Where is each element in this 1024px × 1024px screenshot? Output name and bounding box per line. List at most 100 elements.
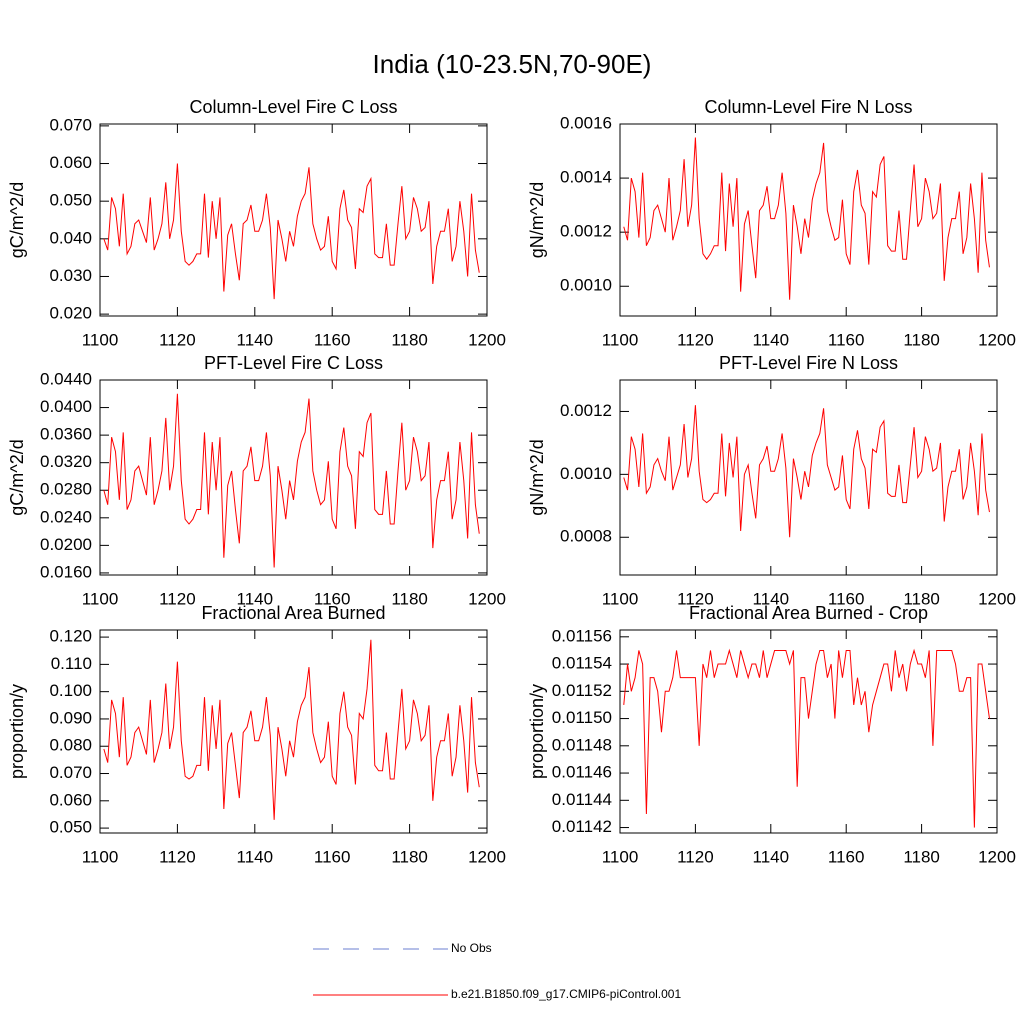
y-tick-label: 0.0012 xyxy=(560,401,612,420)
x-tick-label: 1200 xyxy=(468,330,506,349)
panel-title: Fractional Area Burned xyxy=(201,603,385,623)
x-tick-label: 1180 xyxy=(903,330,940,349)
x-tick-label: 1120 xyxy=(159,589,196,608)
x-tick-label: 1200 xyxy=(978,330,1016,349)
plot-frame xyxy=(619,379,998,576)
y-tick-label: 0.01152 xyxy=(552,681,612,700)
x-tick-label: 1160 xyxy=(828,330,865,349)
y-tick-label: 0.050 xyxy=(49,818,92,837)
y-tick-label: 0.030 xyxy=(49,266,92,285)
x-tick-label: 1100 xyxy=(602,847,639,866)
y-tick-label: 0.0440 xyxy=(40,369,92,388)
x-tick-label: 1180 xyxy=(391,330,428,349)
x-tick-label: 1120 xyxy=(677,847,714,866)
y-tick-label: 0.020 xyxy=(49,304,92,323)
x-tick-label: 1180 xyxy=(903,589,940,608)
y-tick-label: 0.090 xyxy=(49,708,92,727)
y-tick-label: 0.01150 xyxy=(552,708,612,727)
y-tick-label: 0.0010 xyxy=(560,464,612,483)
data-line xyxy=(623,405,990,538)
y-tick-label: 0.060 xyxy=(49,153,92,172)
plot-frame xyxy=(99,123,488,317)
x-tick-label: 1120 xyxy=(159,847,196,866)
legend-label: No Obs xyxy=(451,941,492,955)
y-tick-label: 0.0012 xyxy=(560,222,612,241)
y-tick-label: 0.060 xyxy=(49,790,92,809)
panel-title: Column-Level Fire N Loss xyxy=(704,97,912,117)
data-line xyxy=(623,648,990,828)
x-tick-label: 1160 xyxy=(314,847,351,866)
x-tick-label: 1100 xyxy=(82,589,119,608)
panel-title: PFT-Level Fire C Loss xyxy=(204,353,383,373)
x-tick-label: 1160 xyxy=(314,330,351,349)
x-tick-label: 1160 xyxy=(828,847,865,866)
y-tick-label: 0.0240 xyxy=(40,507,92,526)
x-tick-label: 1200 xyxy=(978,847,1016,866)
x-tick-label: 1200 xyxy=(468,589,506,608)
y-axis-label: gN/m^2/d xyxy=(527,182,547,258)
data-line xyxy=(103,393,480,568)
x-tick-label: 1100 xyxy=(82,330,119,349)
y-tick-label: 0.070 xyxy=(49,763,92,782)
x-tick-label: 1140 xyxy=(753,330,790,349)
panel-title: PFT-Level Fire N Loss xyxy=(719,353,898,373)
x-tick-label: 1120 xyxy=(677,589,714,608)
x-tick-label: 1140 xyxy=(237,589,274,608)
y-tick-label: 0.100 xyxy=(49,681,92,700)
x-tick-label: 1120 xyxy=(677,330,714,349)
plot-frame xyxy=(99,629,488,834)
y-axis-label: gC/m^2/d xyxy=(7,182,27,258)
data-line xyxy=(103,639,480,820)
x-tick-label: 1100 xyxy=(82,847,119,866)
y-tick-label: 0.110 xyxy=(51,654,92,673)
x-tick-label: 1200 xyxy=(468,847,506,866)
x-tick-label: 1180 xyxy=(391,847,428,866)
panel-title: Fractional Area Burned - Crop xyxy=(689,603,928,623)
figure-title: India (10-23.5N,70-90E) xyxy=(373,49,652,79)
y-tick-label: 0.120 xyxy=(49,627,92,646)
x-tick-label: 1100 xyxy=(602,330,639,349)
data-line xyxy=(623,137,990,300)
y-tick-label: 0.0400 xyxy=(40,397,92,416)
y-axis-label: gC/m^2/d xyxy=(7,439,27,515)
x-tick-label: 1160 xyxy=(828,589,865,608)
y-tick-label: 0.01154 xyxy=(552,654,612,673)
x-tick-label: 1160 xyxy=(314,589,351,608)
y-tick-label: 0.080 xyxy=(49,736,92,755)
x-tick-label: 1120 xyxy=(159,330,196,349)
plot-frame xyxy=(99,379,488,576)
x-tick-label: 1140 xyxy=(753,847,790,866)
y-axis-label: gN/m^2/d xyxy=(527,439,547,515)
x-tick-label: 1200 xyxy=(978,589,1016,608)
panel-title: Column-Level Fire C Loss xyxy=(189,97,397,117)
x-tick-label: 1140 xyxy=(237,847,274,866)
y-tick-label: 0.0200 xyxy=(40,535,92,554)
y-tick-label: 0.01148 xyxy=(552,735,612,754)
y-tick-label: 0.050 xyxy=(49,191,92,210)
x-tick-label: 1100 xyxy=(602,589,639,608)
y-tick-label: 0.0320 xyxy=(40,452,92,471)
y-axis-label: proportion/y xyxy=(7,684,27,779)
y-tick-label: 0.01146 xyxy=(552,763,612,782)
y-tick-label: 0.01142 xyxy=(552,817,612,836)
y-tick-label: 0.0160 xyxy=(40,562,92,581)
y-tick-label: 0.01156 xyxy=(552,626,612,645)
y-tick-label: 0.01144 xyxy=(552,790,612,809)
x-tick-label: 1180 xyxy=(903,847,940,866)
legend-label: b.e21.B1850.f09_g17.CMIP6-piControl.001 xyxy=(451,987,681,1001)
plot-frame xyxy=(619,123,998,317)
y-axis-label: proportion/y xyxy=(527,684,547,779)
y-tick-label: 0.0010 xyxy=(560,276,612,295)
y-tick-label: 0.0008 xyxy=(560,527,612,546)
x-tick-label: 1140 xyxy=(237,330,274,349)
y-tick-label: 0.0280 xyxy=(40,480,92,499)
y-tick-label: 0.0014 xyxy=(560,168,612,187)
data-line xyxy=(103,163,480,300)
y-tick-label: 0.070 xyxy=(49,115,92,134)
x-tick-label: 1140 xyxy=(753,589,790,608)
plot-frame xyxy=(619,629,998,834)
y-tick-label: 0.0360 xyxy=(40,425,92,444)
y-tick-label: 0.0016 xyxy=(560,113,612,132)
y-tick-label: 0.040 xyxy=(49,228,92,247)
